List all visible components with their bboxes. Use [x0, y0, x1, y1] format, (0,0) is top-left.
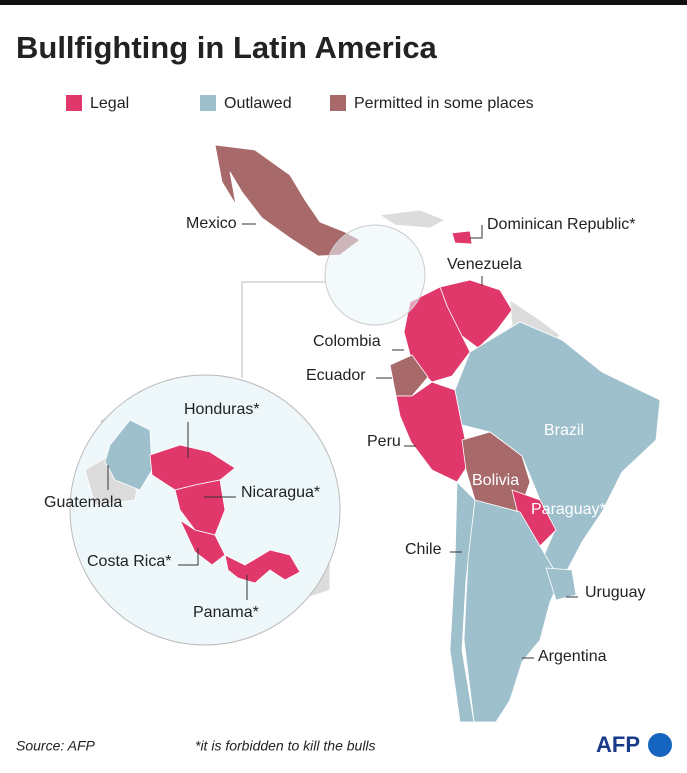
- country-label: Costa Rica*: [87, 553, 171, 570]
- title: Bullfighting in Latin America: [16, 30, 438, 65]
- legend-swatch: [330, 95, 346, 111]
- panama-shape: [224, 549, 301, 584]
- countries: [214, 144, 661, 723]
- legend-swatch: [200, 95, 216, 111]
- zoom-circle: [324, 224, 426, 326]
- ecuador-shape: [389, 354, 429, 397]
- country-label: Chile: [405, 541, 442, 558]
- dominican-republic-shape: [451, 230, 473, 245]
- legend-label: Legal: [90, 95, 129, 112]
- country-label: Bolivia: [472, 472, 519, 489]
- country-label: Guatemala: [44, 494, 122, 511]
- country-label: Peru: [367, 433, 401, 450]
- country-labels: Mexico Dominican Republic* Venezuela Col…: [44, 215, 645, 665]
- country-label: Uruguay: [585, 584, 645, 601]
- caribbean-island: [378, 209, 446, 229]
- zoom-connector: [241, 281, 325, 378]
- country-label: Venezuela: [447, 256, 522, 273]
- country-label: Colombia: [313, 333, 381, 350]
- argentina-shape: [463, 499, 561, 723]
- legend-swatch: [66, 95, 82, 111]
- top-rule: [0, 0, 687, 5]
- country-label: Panama*: [193, 604, 259, 621]
- colombia-shape: [403, 286, 471, 383]
- source: Source: AFP: [16, 738, 96, 754]
- country-label: Nicaragua*: [241, 484, 320, 501]
- uruguay-shape: [545, 567, 577, 601]
- country-label: Ecuador: [306, 367, 366, 384]
- footnote: *it is forbidden to kill the bulls: [195, 738, 376, 754]
- country-label: Argentina: [538, 648, 607, 665]
- mexico-shape: [214, 144, 361, 257]
- legend-label: Permitted in some places: [354, 95, 534, 112]
- leader-line: [178, 548, 199, 566]
- guatemala-shape: [104, 419, 153, 491]
- country-label: Paraguay*: [531, 501, 606, 518]
- country-label: Mexico: [186, 215, 237, 232]
- inset: [69, 374, 341, 646]
- country-label: Dominican Republic*: [487, 216, 636, 233]
- logo-mark: [648, 733, 672, 757]
- legend: Legal Outlawed Permitted in some places: [66, 95, 534, 112]
- leader-line: [470, 225, 483, 239]
- logo: AFP: [596, 732, 640, 757]
- country-label: Honduras*: [184, 401, 260, 418]
- country-label: Brazil: [544, 422, 584, 439]
- nicaragua-shape: [174, 479, 226, 536]
- legend-label: Outlawed: [224, 95, 292, 112]
